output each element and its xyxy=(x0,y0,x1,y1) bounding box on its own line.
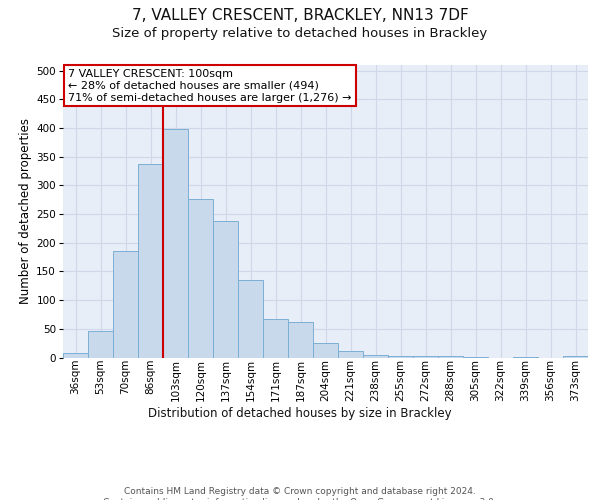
Bar xyxy=(388,356,413,358)
Bar xyxy=(288,322,313,358)
Bar xyxy=(338,350,363,358)
Bar xyxy=(88,331,113,357)
Bar xyxy=(263,318,288,358)
Bar xyxy=(463,357,488,358)
Bar xyxy=(188,198,213,358)
Text: Size of property relative to detached houses in Brackley: Size of property relative to detached ho… xyxy=(112,28,488,40)
Y-axis label: Number of detached properties: Number of detached properties xyxy=(19,118,32,304)
Bar xyxy=(63,353,88,358)
Text: 7 VALLEY CRESCENT: 100sqm
← 28% of detached houses are smaller (494)
71% of semi: 7 VALLEY CRESCENT: 100sqm ← 28% of detac… xyxy=(68,70,352,102)
Bar xyxy=(513,357,538,358)
Bar xyxy=(113,252,138,358)
Bar xyxy=(438,356,463,358)
Text: Distribution of detached houses by size in Brackley: Distribution of detached houses by size … xyxy=(148,408,452,420)
Bar xyxy=(563,356,588,358)
Text: Contains HM Land Registry data © Crown copyright and database right 2024.
Contai: Contains HM Land Registry data © Crown c… xyxy=(103,488,497,500)
Bar xyxy=(413,356,438,358)
Bar xyxy=(238,280,263,357)
Bar xyxy=(138,164,163,358)
Bar xyxy=(163,129,188,358)
Bar xyxy=(313,343,338,357)
Bar xyxy=(213,221,238,358)
Bar xyxy=(363,354,388,358)
Text: 7, VALLEY CRESCENT, BRACKLEY, NN13 7DF: 7, VALLEY CRESCENT, BRACKLEY, NN13 7DF xyxy=(131,8,469,22)
